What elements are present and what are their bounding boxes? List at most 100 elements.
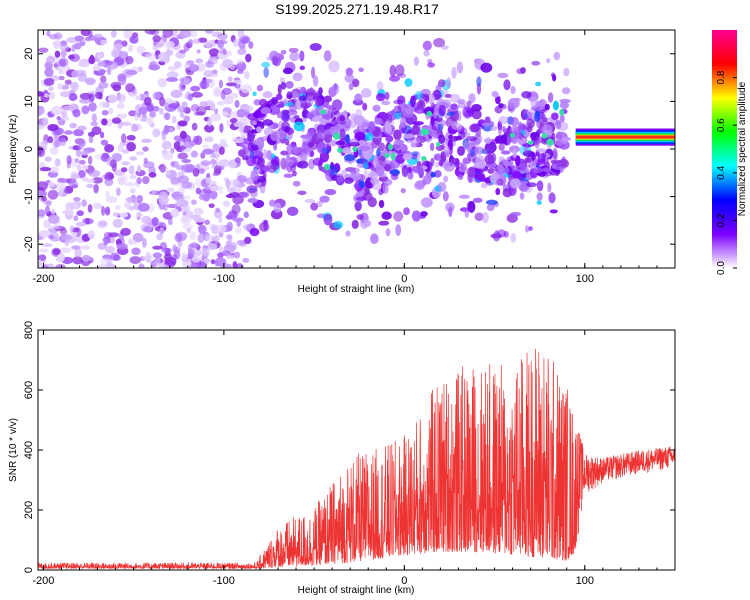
spectrogram-blob xyxy=(428,129,438,137)
tone-band-layer xyxy=(575,135,675,139)
spectrogram-blob xyxy=(139,117,149,122)
spectrogram-blob xyxy=(225,240,232,249)
spectrogram-blob xyxy=(372,104,381,112)
spectrogram-blob xyxy=(222,200,231,207)
spectrogram-blob xyxy=(107,173,115,180)
spectrogram-blob xyxy=(68,93,78,102)
spectrogram-blob xyxy=(58,57,69,68)
colorbar-tick-label: 0.8 xyxy=(716,70,727,84)
spectrogram-blob xyxy=(198,37,208,43)
spectrogram-blob xyxy=(421,155,427,161)
spectrogram-blob xyxy=(433,170,442,178)
spectrogram-blob xyxy=(235,263,244,268)
spectrogram-blob xyxy=(370,177,379,185)
spectrogram-blob xyxy=(126,142,136,152)
spectrogram-blob xyxy=(458,194,471,199)
spectrogram-blob xyxy=(325,104,334,110)
spectrogram-blob xyxy=(144,30,156,35)
spectrogram-blob xyxy=(142,146,149,152)
spectrogram-blob xyxy=(87,204,93,213)
spectrogram-blob xyxy=(462,106,474,118)
spectrogram-blob xyxy=(110,30,117,38)
spectrogram-blob xyxy=(548,168,561,176)
spectrogram-blob xyxy=(54,50,61,58)
spectrogram-blob xyxy=(433,153,441,161)
spectrogram-blob xyxy=(250,170,259,182)
y-tick-label: 400 xyxy=(23,441,35,459)
spectrogram-blob xyxy=(266,161,272,167)
spectrogram-blob xyxy=(457,174,464,181)
spectrogram-blob xyxy=(414,90,423,100)
spectrogram-blob xyxy=(336,177,344,182)
spectrogram-blob xyxy=(280,81,287,90)
spectrogram-blob xyxy=(152,128,161,138)
spectrogram-blob xyxy=(112,212,119,217)
spectrogram-blob xyxy=(115,205,121,210)
spectrogram-blob xyxy=(201,247,210,257)
spectrogram-blob xyxy=(47,136,54,144)
spectrogram-blob xyxy=(363,161,369,170)
spectrogram-blob xyxy=(120,227,131,236)
spectrogram-blob xyxy=(90,121,99,127)
spectrogram-blob xyxy=(203,258,211,264)
spectrogram-blob xyxy=(381,100,391,106)
spectrogram-blob xyxy=(393,99,404,105)
spectrogram-blob xyxy=(394,64,405,77)
spectrogram-blob xyxy=(217,39,225,49)
spectrogram-blob xyxy=(476,76,482,87)
spectrogram-blob xyxy=(177,145,187,150)
spectrogram-blob xyxy=(199,101,208,107)
spectrogram-blob xyxy=(331,83,340,95)
spectrogram-blob xyxy=(76,210,85,217)
spectrogram-blob xyxy=(426,110,433,117)
spectrogram-blob xyxy=(173,61,182,69)
spectrogram-blobs xyxy=(38,30,675,268)
spectrogram-blob xyxy=(345,133,350,144)
spectrogram-blob xyxy=(214,257,227,267)
spectrogram-blob xyxy=(38,261,43,267)
spectrogram-blob xyxy=(209,185,220,192)
spectrogram-blob xyxy=(68,181,79,187)
spectrogram-blob xyxy=(450,103,458,110)
spectrogram-blob xyxy=(510,232,517,243)
spectrogram-blob xyxy=(420,128,428,136)
spectrogram-blob xyxy=(200,160,211,166)
spectrogram-blob xyxy=(149,110,157,118)
spectrogram-blob xyxy=(66,155,72,165)
spectrogram-blob xyxy=(297,190,307,196)
spectrogram-blob xyxy=(170,176,180,185)
spectrogram-blob xyxy=(518,163,528,170)
spectrogram-blob xyxy=(205,60,215,68)
spectrogram-blob xyxy=(292,170,297,177)
spectrogram-blob xyxy=(69,225,74,232)
spectrogram-blob xyxy=(260,165,268,175)
spectrogram-blob xyxy=(561,87,571,95)
spectrogram-blob xyxy=(204,30,214,34)
spectrogram-blob xyxy=(344,73,355,83)
spectrogram-blob xyxy=(480,62,493,73)
spectrogram-blob xyxy=(542,124,553,135)
spectrogram-blob xyxy=(189,242,199,249)
spectrogram-blob xyxy=(151,216,159,227)
spectrogram-blob xyxy=(177,152,189,160)
x-tick-label: -200 xyxy=(32,575,54,587)
spectrogram-blob xyxy=(184,78,191,85)
spectrogram-blob xyxy=(324,128,336,135)
spectrogram-blob xyxy=(129,174,137,180)
y-tick-label: 800 xyxy=(23,321,35,339)
spectrogram-blob xyxy=(420,197,433,208)
spectrogram-blob xyxy=(188,64,200,72)
spectrogram-blob xyxy=(364,132,374,142)
spectrogram-blob xyxy=(484,116,491,124)
spectrogram-blob xyxy=(247,131,255,143)
spectrogram-blob xyxy=(99,75,107,83)
spectrogram-blob xyxy=(411,210,421,222)
spectrogram-blob xyxy=(46,30,51,37)
spectrogram-blob xyxy=(451,66,457,79)
spectrogram-blob xyxy=(351,219,359,229)
spectrogram-blob xyxy=(409,95,416,108)
spectrogram-blob xyxy=(502,188,513,198)
spectrogram-blob xyxy=(237,30,245,39)
spectrogram-blob xyxy=(104,206,111,216)
spectrogram-blob xyxy=(71,245,80,250)
